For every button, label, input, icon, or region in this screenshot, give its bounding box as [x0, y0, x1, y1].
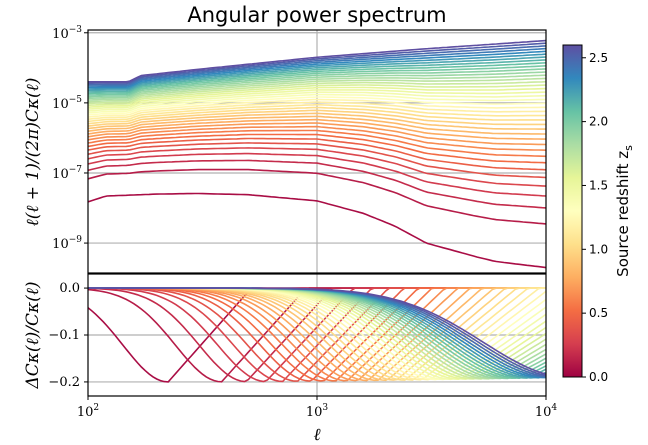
bottom-y-axis-label: ΔCκ(ℓ)/Cκ(ℓ)	[23, 281, 43, 389]
top-curves	[88, 39, 546, 269]
colorbar-tick-label: 0.5	[589, 306, 608, 320]
top-series-line	[88, 47, 546, 87]
top-series-line	[88, 74, 546, 101]
top-series-line	[88, 147, 546, 187]
top-series-line	[88, 59, 546, 93]
top-y-tick-label: 10−7	[52, 165, 82, 182]
top-series-line	[88, 96, 546, 116]
top-series-line	[88, 103, 546, 123]
x-tick-label: 103	[306, 403, 329, 420]
top-series-line	[88, 133, 546, 164]
top-series-line	[88, 168, 546, 225]
top-series-line	[88, 137, 546, 171]
colorbar-tick-label: 1.0	[589, 242, 608, 256]
top-series-line	[88, 112, 546, 130]
top-y-ticks: 10−3 10−5 10−7 10−9	[52, 25, 88, 252]
top-y-tick-label: 10−9	[52, 235, 82, 252]
top-panel: 10−3 10−5 10−7 10−9 ℓ(ℓ + 1)/(2π)Cκ(ℓ)	[23, 25, 547, 274]
top-series-line	[88, 50, 546, 89]
top-series-line	[88, 39, 546, 83]
x-tick-label: 104	[535, 403, 558, 420]
colorbar: 0.0 0.5 1.0 1.5 2.0 2.5 Source redshift zs	[562, 44, 635, 384]
top-series-line	[88, 101, 546, 120]
top-series-line	[88, 122, 546, 146]
colorbar-tick-label: 2.0	[589, 115, 608, 129]
top-series-line	[88, 89, 546, 110]
top-series-line	[88, 65, 546, 96]
top-series-line	[88, 106, 546, 125]
bottom-y-tick-label: 0.0	[59, 281, 80, 296]
x-tick-label: 102	[77, 403, 99, 420]
colorbar-label-subscript: s	[622, 145, 635, 151]
top-series-line	[88, 115, 546, 135]
top-series-line	[88, 77, 546, 103]
top-series-line	[88, 71, 546, 100]
top-series-line	[88, 109, 546, 127]
top-series-line	[88, 42, 546, 84]
colorbar-tick-label: 1.5	[589, 178, 608, 192]
top-series-line	[88, 129, 546, 158]
top-series-line	[88, 53, 546, 90]
bottom-y-tick-label: −0.1	[48, 328, 80, 343]
top-series-line	[88, 192, 546, 269]
top-series-line	[88, 84, 546, 107]
bottom-series-line	[88, 287, 546, 375]
top-series-line	[88, 152, 546, 197]
top-series-line	[88, 62, 546, 95]
bottom-y-ticks: 0.0 −0.1 −0.2	[48, 281, 88, 390]
bottom-panel: 0.0 −0.1 −0.2 102 103 104 ΔCκ(ℓ)/Cκ(ℓ) ℓ	[23, 273, 558, 445]
top-series-line	[88, 159, 546, 209]
top-series-line	[88, 125, 546, 151]
top-series-line	[88, 80, 546, 105]
top-y-axis-label: ℓ(ℓ + 1)/(2π)Cκ(ℓ)	[23, 78, 43, 227]
colorbar-gradient	[562, 44, 583, 378]
top-series-line	[88, 68, 546, 98]
colorbar-tick-label: 0.0	[589, 370, 608, 384]
top-plot-frame	[87, 29, 547, 274]
colorbar-label: Source redshift zs	[614, 145, 635, 277]
top-series-line	[88, 91, 546, 112]
top-series-line	[88, 98, 546, 118]
top-series-line	[88, 93, 546, 114]
top-series-line	[88, 142, 546, 179]
top-series-line	[88, 118, 546, 140]
colorbar-ticks: 0.0 0.5 1.0 1.5 2.0 2.5	[582, 51, 608, 384]
colorbar-tick-label: 2.5	[589, 51, 608, 65]
bottom-y-tick-label: −0.2	[48, 375, 80, 390]
x-ticks: 102 103 104	[77, 396, 558, 420]
x-axis-label: ℓ	[313, 425, 320, 445]
top-series-line	[88, 56, 546, 92]
top-y-tick-label: 10−5	[52, 95, 82, 112]
chart-title: Angular power spectrum	[187, 3, 446, 27]
top-series-line	[88, 45, 546, 86]
top-series-line	[88, 86, 546, 108]
top-y-tick-label: 10−3	[52, 25, 82, 42]
bottom-curves	[88, 287, 546, 383]
